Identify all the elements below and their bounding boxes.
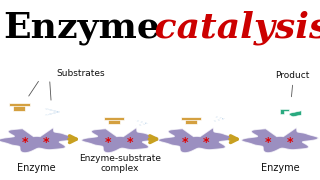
Text: Product: Product bbox=[276, 71, 310, 80]
Polygon shape bbox=[212, 116, 225, 121]
Text: *: * bbox=[43, 136, 50, 149]
Text: *: * bbox=[265, 136, 271, 149]
Text: *: * bbox=[126, 136, 133, 149]
Text: *: * bbox=[21, 136, 28, 149]
Text: Enzyme-substrate
complex: Enzyme-substrate complex bbox=[79, 154, 161, 173]
Polygon shape bbox=[242, 128, 318, 153]
FancyBboxPatch shape bbox=[9, 103, 30, 106]
FancyBboxPatch shape bbox=[181, 117, 201, 120]
Polygon shape bbox=[158, 128, 235, 153]
FancyBboxPatch shape bbox=[185, 118, 197, 124]
Text: *: * bbox=[181, 136, 188, 149]
FancyBboxPatch shape bbox=[108, 118, 120, 124]
FancyBboxPatch shape bbox=[104, 117, 124, 120]
Text: Enzyme: Enzyme bbox=[261, 163, 299, 173]
Text: *: * bbox=[203, 136, 210, 149]
Polygon shape bbox=[280, 109, 289, 114]
Polygon shape bbox=[82, 128, 158, 153]
Text: Enzyme: Enzyme bbox=[18, 163, 56, 173]
Text: *: * bbox=[105, 136, 111, 149]
Text: *: * bbox=[286, 136, 293, 149]
Polygon shape bbox=[0, 128, 75, 153]
Text: Enzyme: Enzyme bbox=[3, 11, 160, 45]
FancyBboxPatch shape bbox=[13, 104, 25, 111]
Polygon shape bbox=[135, 121, 148, 126]
Polygon shape bbox=[45, 109, 60, 115]
Polygon shape bbox=[289, 111, 301, 117]
Text: Substrates: Substrates bbox=[56, 69, 105, 78]
Text: catalysis: catalysis bbox=[142, 11, 320, 45]
